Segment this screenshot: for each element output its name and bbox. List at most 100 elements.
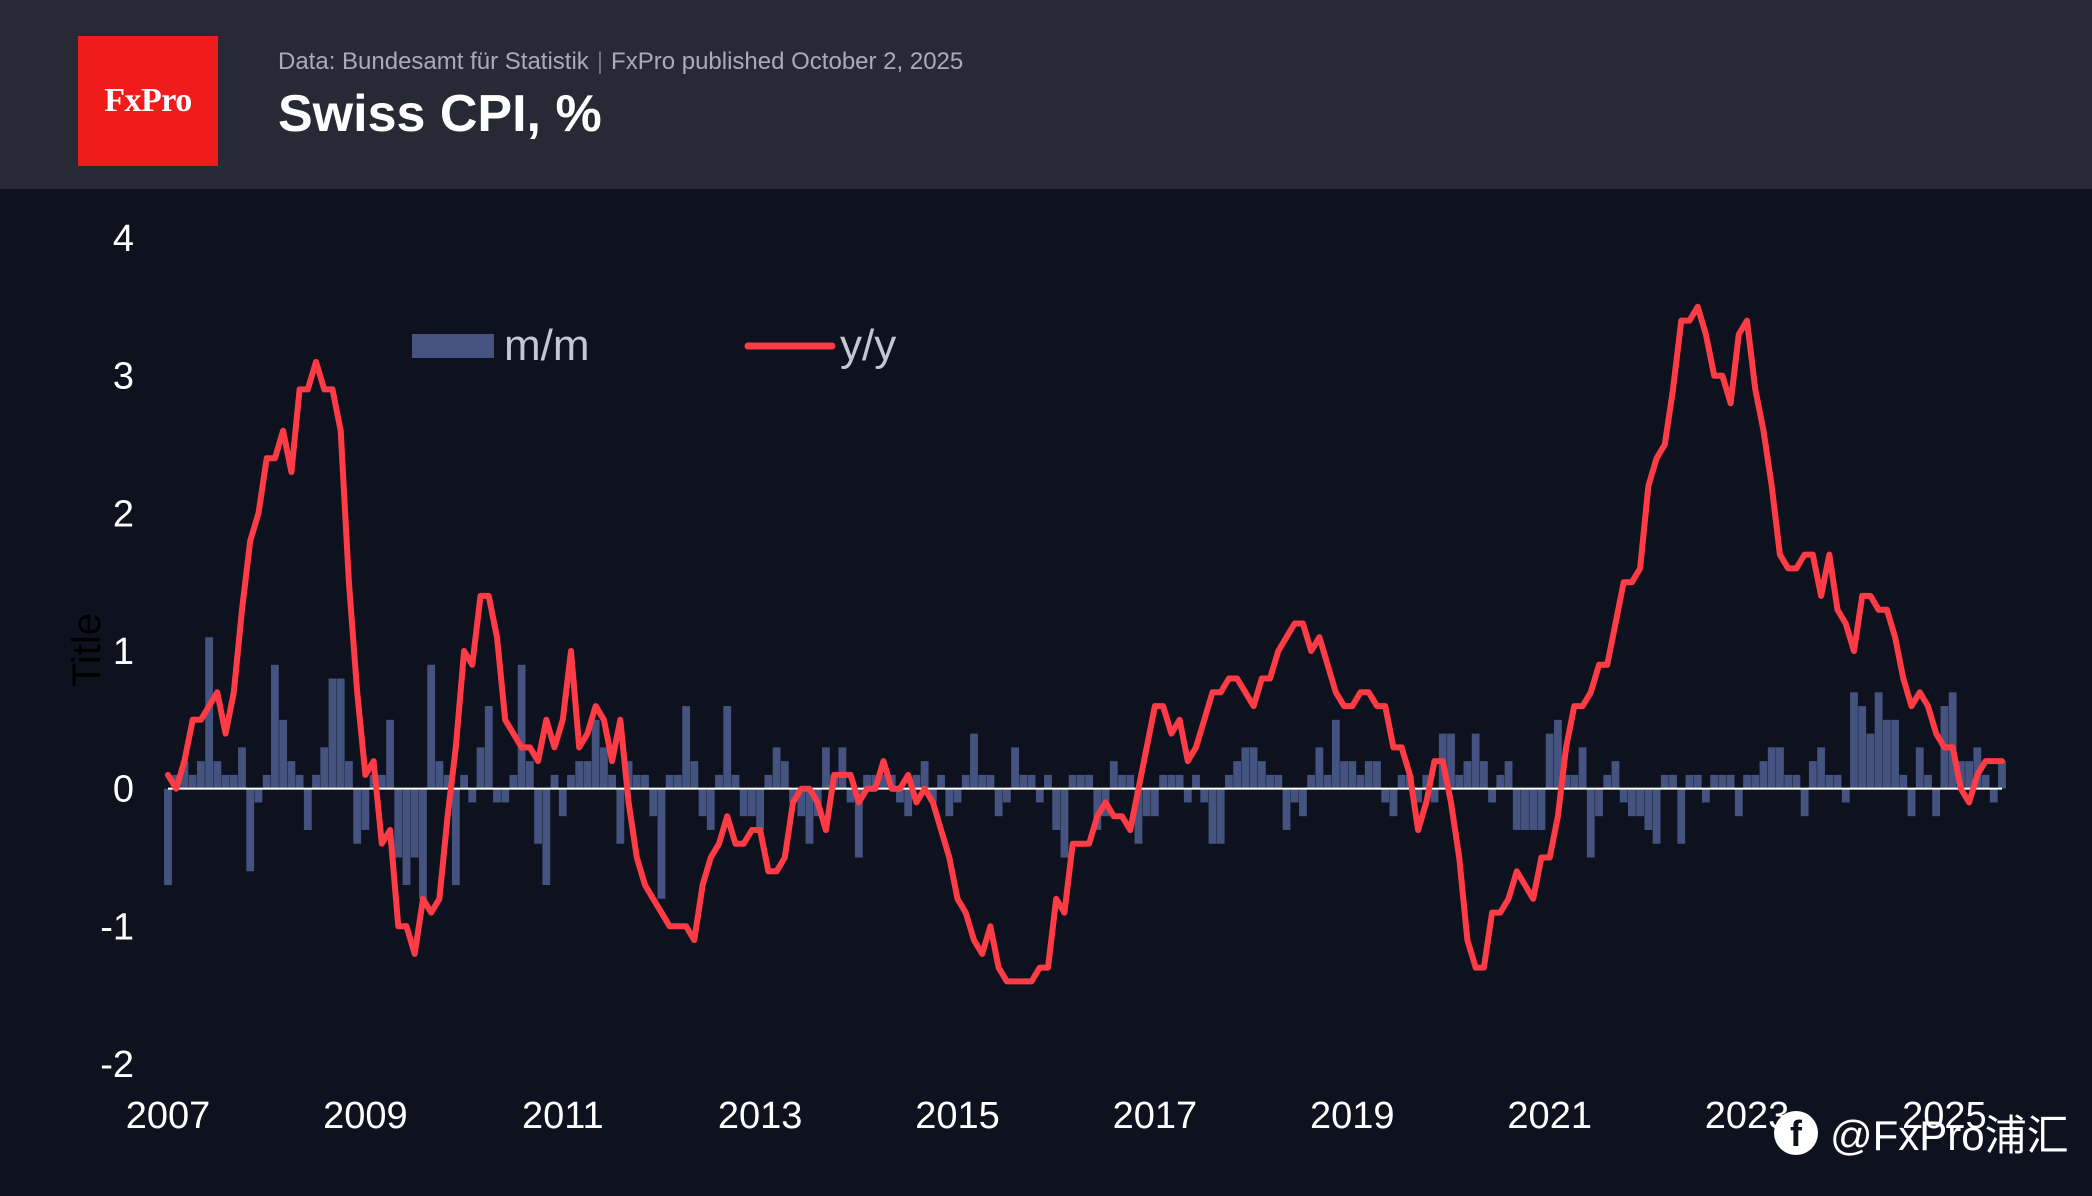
mm-bar [1784, 774, 1793, 789]
mm-bar [937, 774, 945, 789]
mm-bar [961, 774, 970, 789]
mm-bar [1710, 774, 1719, 789]
mm-bar [1019, 774, 1028, 789]
x-tick-label: 2007 [126, 1095, 211, 1137]
mm-bar [1266, 774, 1274, 789]
mm-bar [1060, 788, 1069, 858]
mm-bar [673, 774, 682, 789]
x-tick-label: 2009 [323, 1095, 408, 1137]
mm-bar [567, 774, 575, 789]
mm-bar [1225, 774, 1233, 789]
mm-bar [525, 761, 534, 789]
mm-bar [1331, 719, 1340, 789]
mm-bar [254, 788, 263, 803]
mm-bar [271, 664, 279, 789]
mm-bar [1479, 761, 1488, 789]
mm-bar [805, 788, 814, 844]
mm-bar [1578, 747, 1587, 789]
mm-bar [1998, 761, 2006, 789]
x-tick-label: 2025 [1902, 1095, 1987, 1137]
y-tick-label: 4 [113, 218, 134, 260]
mm-bar [1151, 788, 1159, 817]
mm-bar [377, 774, 386, 789]
mm-bar [1422, 774, 1431, 789]
mm-bar [1907, 788, 1916, 817]
mm-bar [945, 788, 954, 817]
mm-bar [1743, 774, 1751, 789]
mm-bar [1299, 788, 1307, 817]
mm-bar [789, 788, 797, 803]
mm-bar [1167, 774, 1176, 789]
mm-bar [879, 774, 888, 789]
mm-bar [641, 774, 649, 789]
mm-bar [978, 774, 987, 789]
mm-bar [196, 761, 205, 789]
mm-bar [1899, 774, 1908, 789]
mm-bar [1595, 788, 1603, 817]
mm-bar [1800, 788, 1809, 817]
mm-bar [1200, 788, 1209, 803]
mm-bar [1948, 692, 1957, 789]
mm-bar [328, 678, 337, 789]
mm-bar [1882, 719, 1891, 789]
mm-bar [1636, 788, 1645, 817]
mm-bar [517, 664, 526, 789]
mm-bar [920, 761, 929, 789]
mm-bar [739, 788, 748, 817]
y-axis-title: Title [65, 613, 109, 687]
mm-bar [1973, 747, 1982, 789]
header-bar: FxPro Data: Bundesamt für Statistik | FxPr… [0, 0, 2092, 189]
mm-bar [558, 788, 567, 817]
mm-bar [608, 774, 617, 789]
mm-bar [1586, 788, 1595, 858]
mm-bar [1381, 788, 1390, 803]
mm-bar [1315, 747, 1324, 789]
mm-bar [690, 761, 699, 789]
mm-bar [1068, 774, 1077, 789]
mm-bar [1858, 706, 1867, 789]
mm-bar [1866, 733, 1875, 789]
mm-bar [1414, 788, 1422, 803]
mm-bar [591, 719, 600, 789]
mm-bar [1159, 774, 1168, 789]
mm-bar [731, 774, 740, 789]
mm-bar [394, 788, 403, 858]
mm-bar [451, 788, 460, 886]
data-source: Data: Bundesamt für Statistik [278, 48, 589, 75]
mm-bar [246, 788, 255, 872]
mm-bar [1274, 774, 1283, 789]
mm-bar [1734, 788, 1743, 817]
mm-bar [493, 788, 501, 803]
mm-bar [1002, 788, 1011, 803]
mm-bar [1808, 761, 1817, 789]
cpi-chart: 4 3 2 1 0 -1 -2 2007 2009 2011 2013 2015 2017 2019 202… [65, 218, 2006, 1137]
mm-bar [715, 774, 723, 789]
mm-bar [443, 774, 452, 789]
mm-bar [1455, 774, 1464, 789]
legend-mm-swatch [412, 334, 494, 358]
mm-bar [657, 788, 666, 899]
mm-bar [970, 733, 978, 789]
mm-bar [1767, 747, 1776, 789]
mm-bar [410, 788, 419, 858]
mm-bar [616, 788, 625, 844]
fxpro-logo: FxPro [78, 36, 218, 166]
mm-bar [1965, 761, 1974, 789]
mm-bar [386, 719, 394, 789]
mm-bar [262, 774, 271, 789]
mm-bar [1545, 733, 1554, 789]
mm-bar [361, 788, 370, 830]
publisher-note: FxPro published October 2, 2025 [611, 48, 964, 75]
y-tick-label: -2 [100, 1044, 134, 1086]
mm-bar [1570, 774, 1579, 789]
mm-bar [649, 788, 658, 817]
mm-bar [1241, 747, 1250, 789]
mm-bar [353, 788, 362, 844]
mm-bar [1989, 788, 1998, 803]
mm-bar [1529, 788, 1538, 830]
mm-bar [1751, 774, 1760, 789]
page-title: Swiss CPI, % [278, 85, 602, 143]
mm-bar [575, 761, 584, 789]
mm-bar [509, 774, 518, 789]
x-tick-label: 2013 [718, 1095, 803, 1137]
